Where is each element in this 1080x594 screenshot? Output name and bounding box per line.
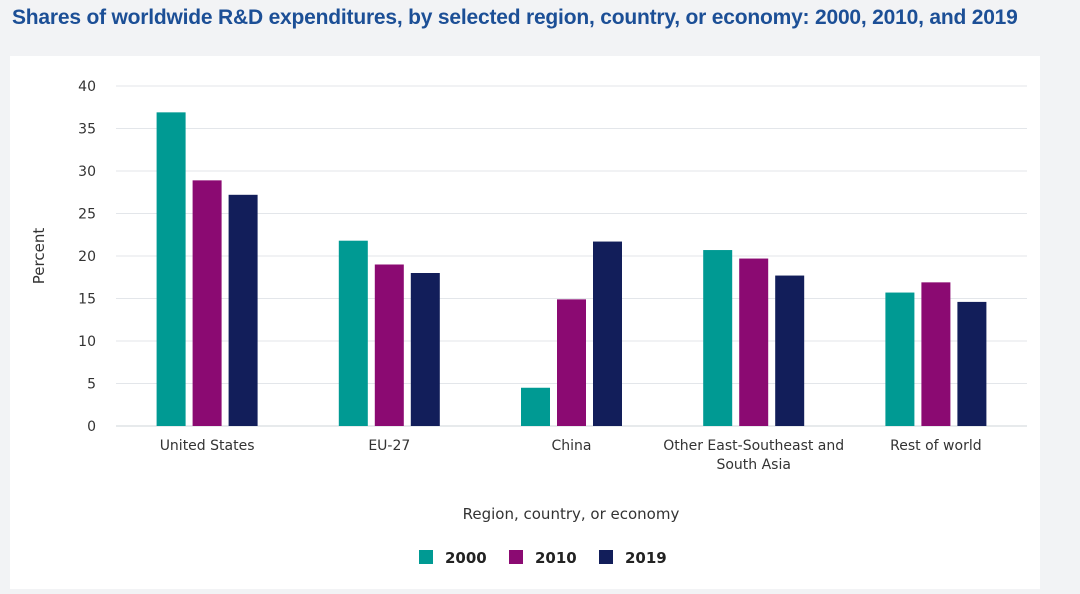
bar-2010-1: [192, 180, 222, 426]
page-title: Shares of worldwide R&D expenditures, by…: [12, 6, 1018, 29]
x-category-label: Other East-Southeast and: [663, 438, 844, 454]
bar-2019-5: [957, 301, 987, 426]
y-tick-label: 5: [87, 377, 96, 393]
bar-2000-5: [885, 292, 915, 426]
bar-2019-4: [775, 275, 805, 426]
bar-2019-2: [410, 273, 440, 426]
legend-swatch-2010: [509, 550, 523, 564]
gridlines: [116, 85, 1027, 427]
bar-2010-4: [739, 258, 769, 426]
x-category-label: United States: [160, 438, 255, 454]
x-category-label: China: [552, 438, 592, 454]
y-tick-label: 30: [78, 164, 96, 180]
y-tick-label: 35: [78, 122, 96, 138]
bar-2019-1: [228, 194, 258, 426]
y-tick-label: 10: [78, 334, 96, 350]
y-tick-label: 40: [78, 79, 96, 95]
y-axis-title: Percent: [30, 228, 48, 285]
x-category-label: EU-27: [368, 438, 410, 454]
y-tick-label: 20: [78, 249, 96, 265]
bar-2010-2: [374, 264, 404, 426]
bar-chart: 0 5 10 15 20 25 30 35 40 United States EU-27 China…: [30, 79, 1027, 567]
bar-2000-4: [703, 250, 733, 426]
chart-panel: 0 5 10 15 20 25 30 35 40 United States EU-27 China…: [10, 56, 1040, 589]
x-category-label: Rest of world: [890, 438, 981, 454]
legend-label-2010: 2010: [535, 549, 577, 567]
legend-label-2019: 2019: [625, 549, 667, 567]
y-tick-label: 15: [78, 292, 96, 308]
legend-label-2000: 2000: [445, 549, 487, 567]
legend: 2000 2010 2019: [419, 549, 667, 567]
bar-2010-3: [557, 299, 586, 426]
y-tick-label: 25: [78, 207, 96, 223]
x-axis-categories: United States EU-27 China Other East-Southe…: [160, 438, 982, 473]
bar-2010-5: [921, 282, 951, 426]
legend-swatch-2019: [599, 550, 613, 564]
x-category-label: South Asia: [716, 457, 790, 473]
bars: [156, 112, 987, 426]
bar-2000-3: [521, 387, 550, 426]
y-axis-ticks: 0 5 10 15 20 25 30 35 40: [78, 79, 96, 435]
bar-2000-2: [338, 240, 368, 426]
bar-2019-3: [593, 241, 622, 426]
y-tick-label: 0: [87, 419, 96, 435]
legend-swatch-2000: [419, 550, 433, 564]
x-axis-title: Region, country, or economy: [463, 505, 680, 523]
bar-2000-1: [156, 112, 186, 426]
